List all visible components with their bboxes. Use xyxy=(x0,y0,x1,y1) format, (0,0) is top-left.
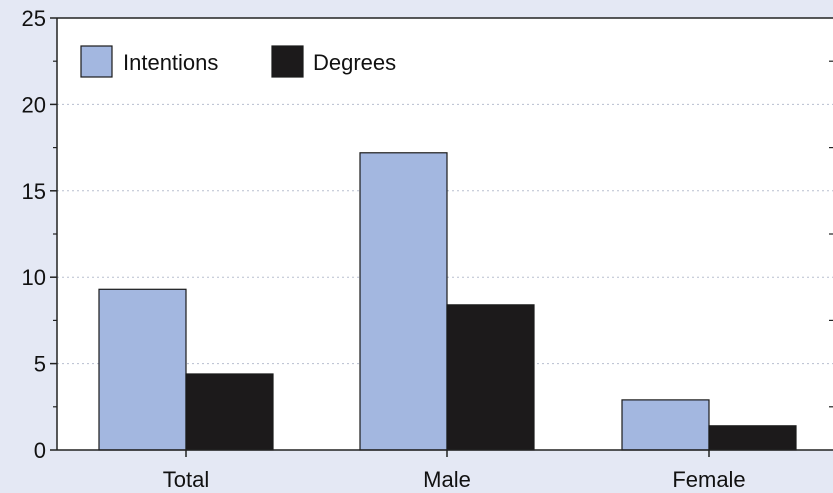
y-tick-label: 0 xyxy=(34,438,46,463)
bar-intentions-male xyxy=(359,152,448,451)
y-axis-ticks: 0 5 10 15 20 25 xyxy=(22,6,833,463)
y-tick-label: 25 xyxy=(22,6,46,31)
bar-degrees-female xyxy=(708,425,797,451)
bar-degrees-total xyxy=(185,373,274,451)
y-tick-label: 5 xyxy=(34,352,46,377)
legend-swatch-degrees xyxy=(271,45,304,78)
x-axis-labels: Total Male Female xyxy=(163,450,746,492)
y-tick-label: 10 xyxy=(22,265,46,290)
legend-label-intentions: Intentions xyxy=(123,50,218,75)
grid-lines xyxy=(57,103,833,365)
x-tick-label: Male xyxy=(423,467,471,492)
y-tick-label: 20 xyxy=(22,92,46,117)
bar-degrees-male xyxy=(446,304,535,451)
bars xyxy=(98,152,797,451)
legend-swatch-intentions xyxy=(80,45,113,78)
x-tick-label: Female xyxy=(672,467,745,492)
legend-label-degrees: Degrees xyxy=(313,50,396,75)
x-tick-label: Total xyxy=(163,467,209,492)
bar-intentions-total xyxy=(98,288,187,451)
legend: Intentions Degrees xyxy=(80,45,396,78)
y-tick-label: 15 xyxy=(22,179,46,204)
bar-intentions-female xyxy=(621,399,710,451)
